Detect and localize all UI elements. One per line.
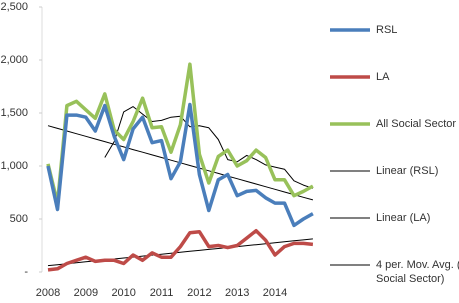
y-tick-label: 1,000 <box>0 160 28 172</box>
y-tick-label: 500 <box>10 213 28 225</box>
legend-label: Linear (LA) <box>376 212 431 224</box>
y-tick-label: 1,500 <box>0 107 28 119</box>
series-line <box>46 102 314 228</box>
legend-label: 4 per. Mov. Avg. (All Social Sector) <box>376 259 459 285</box>
x-tick-label: 2012 <box>187 287 211 299</box>
x-tick-label: 2010 <box>111 287 135 299</box>
x-tick-label: 2014 <box>263 287 287 299</box>
y-tick-label: - <box>24 266 28 278</box>
series-line <box>46 62 314 205</box>
x-tick-label: 2009 <box>74 287 98 299</box>
y-tick-label: 2,000 <box>0 54 28 66</box>
x-tick-label: 2011 <box>150 287 174 299</box>
series-line <box>47 228 314 272</box>
legend-label: LA <box>376 71 390 83</box>
legend-label: Linear (RSL) <box>376 165 439 177</box>
legend-label: All Social Sector <box>376 118 457 130</box>
x-tick-label: 2008 <box>36 287 60 299</box>
x-tick-label: 2013 <box>225 287 249 299</box>
y-tick-label: 2,500 <box>0 1 28 13</box>
series-line <box>104 106 314 189</box>
legend-label: RSL <box>376 24 398 36</box>
